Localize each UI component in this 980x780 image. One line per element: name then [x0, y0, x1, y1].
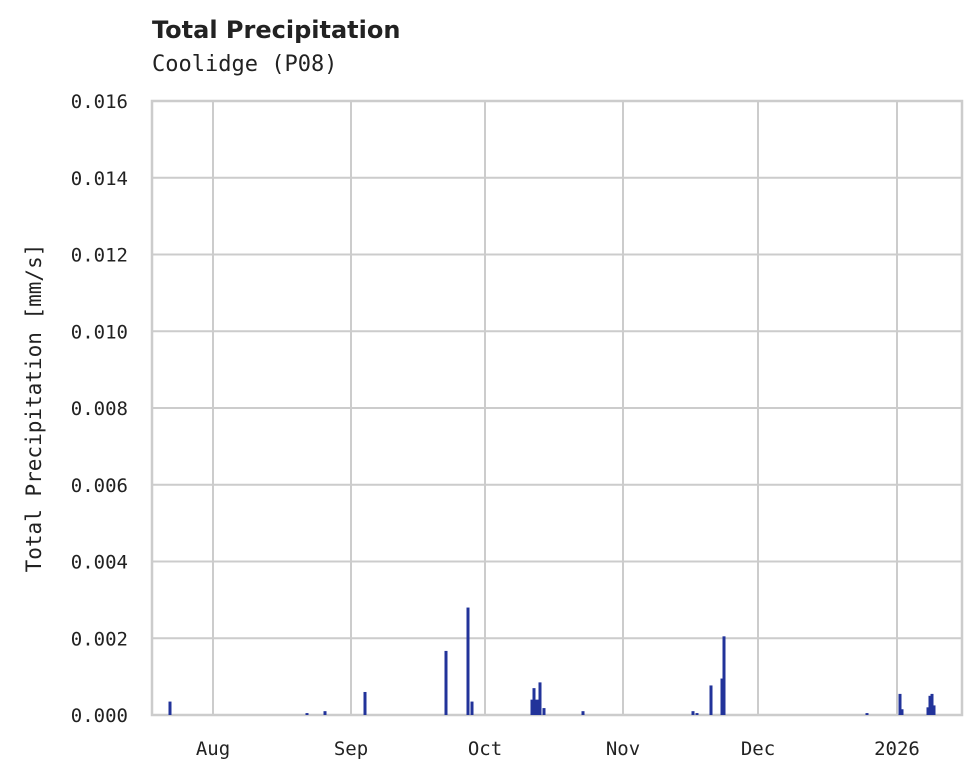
y-tick-label: 0.002 [71, 628, 128, 650]
precip-bar [722, 636, 726, 715]
precip-bar [538, 682, 542, 715]
y-tick-label: 0.004 [71, 552, 128, 574]
x-tick-label: Aug [196, 738, 230, 760]
x-tick-label: Sep [334, 738, 368, 760]
precip-bar [932, 705, 936, 715]
precip-bar [168, 701, 172, 715]
precip-bar [470, 701, 474, 715]
precip-bar [709, 685, 713, 715]
precip-bar [720, 678, 724, 715]
x-tick-label: 2026 [874, 738, 920, 760]
precip-bar [898, 693, 902, 715]
precip-bar [444, 650, 448, 715]
precip-bar [530, 699, 534, 715]
x-tick-label: Oct [468, 738, 502, 760]
precip-bar [466, 607, 470, 715]
precip-bar [532, 688, 536, 715]
x-tick-label: Dec [741, 738, 775, 760]
precip-bar [865, 713, 869, 715]
plot-frame [150, 99, 964, 717]
y-tick-label: 0.014 [71, 168, 128, 190]
chart-title: Total Precipitation [152, 16, 401, 44]
x-tick-label: Nov [606, 738, 640, 760]
y-tick-label: 0.006 [71, 475, 128, 497]
precip-bar [581, 711, 585, 715]
y-tick-label: 0.012 [71, 245, 128, 267]
precip-bar [691, 711, 695, 715]
y-tick-label: 0.000 [71, 705, 128, 727]
precip-bar [928, 695, 932, 715]
precip-bar [695, 713, 699, 715]
precip-bar [323, 711, 327, 715]
precip-bar [926, 707, 930, 715]
precip-bar [900, 709, 904, 715]
precip-bar [535, 699, 539, 715]
precip-bar [363, 691, 367, 715]
precip-bar [305, 713, 309, 715]
precip-bar [542, 708, 546, 715]
y-tick-label: 0.008 [71, 398, 128, 420]
precip-bar [930, 693, 934, 715]
y-tick-label: 0.010 [71, 321, 128, 343]
chart-subtitle: Coolidge (P08) [152, 52, 338, 77]
y-tick-label: 0.016 [71, 91, 128, 113]
